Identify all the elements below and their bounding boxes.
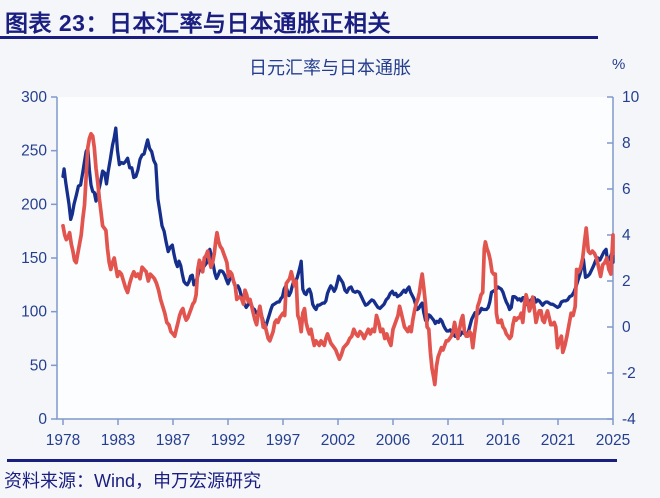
svg-text:10: 10 (622, 89, 640, 106)
svg-text:2006: 2006 (376, 432, 410, 449)
svg-text:-4: -4 (622, 411, 636, 428)
svg-text:1983: 1983 (101, 432, 135, 449)
svg-text:100: 100 (21, 304, 47, 321)
svg-text:200: 200 (21, 196, 47, 213)
svg-text:4: 4 (622, 227, 631, 244)
svg-text:1997: 1997 (266, 432, 300, 449)
svg-text:0: 0 (38, 411, 47, 428)
svg-text:2021: 2021 (541, 432, 575, 449)
svg-text:2: 2 (622, 273, 631, 290)
svg-text:250: 250 (21, 143, 47, 160)
svg-text:8: 8 (622, 135, 631, 152)
right-axis-unit-label: % (612, 56, 626, 73)
svg-text:1978: 1978 (46, 432, 80, 449)
chart-title: 日元汇率与日本通胀 (249, 58, 411, 78)
source-text: 资料来源：Wind，申万宏源研究 (4, 471, 262, 491)
page-title: 图表 23：日本汇率与日本通胀正相关 (5, 10, 391, 36)
svg-text:2025: 2025 (596, 432, 630, 449)
svg-text:0: 0 (622, 319, 631, 336)
svg-text:50: 50 (30, 357, 48, 374)
svg-text:300: 300 (21, 89, 47, 106)
svg-text:1992: 1992 (211, 432, 245, 449)
svg-text:2016: 2016 (486, 432, 520, 449)
svg-text:6: 6 (622, 181, 631, 198)
svg-text:2011: 2011 (431, 432, 464, 449)
svg-text:150: 150 (21, 250, 47, 267)
svg-text:2002: 2002 (321, 432, 355, 449)
svg-text:1987: 1987 (156, 432, 190, 449)
footer-divider (7, 459, 617, 462)
svg-text:-2: -2 (622, 365, 636, 382)
title-underline (0, 36, 598, 39)
